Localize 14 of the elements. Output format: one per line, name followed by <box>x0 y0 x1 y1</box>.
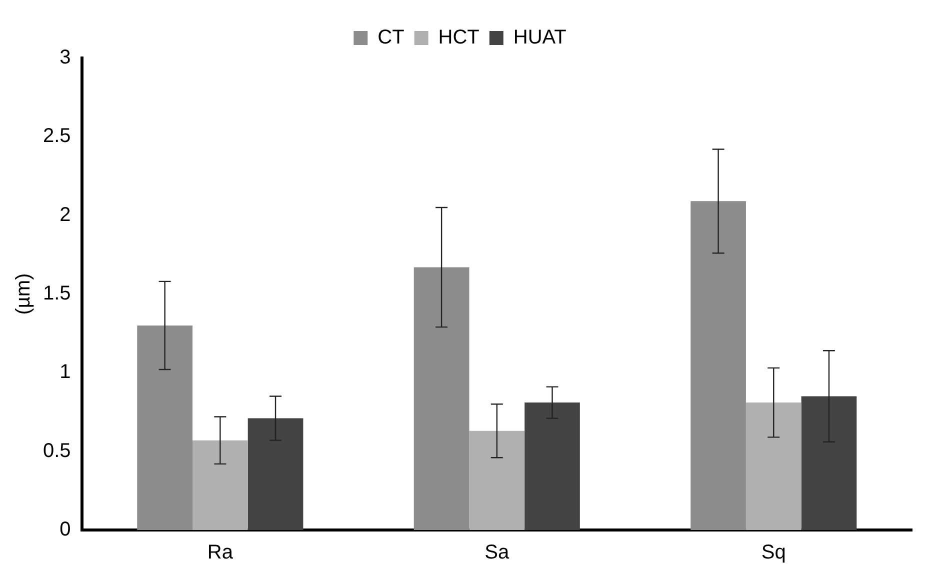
y-tick-label: 0.5 <box>42 440 71 462</box>
y-tick-label: 1.5 <box>42 282 71 305</box>
x-tick-label: Sq <box>761 542 786 564</box>
y-tick-label: 0 <box>60 518 71 541</box>
y-tick-label: 2 <box>60 204 71 226</box>
y-tick-label: 1 <box>60 361 71 384</box>
legend-label: CT <box>378 26 404 49</box>
y-tick-label: 3 <box>60 46 71 69</box>
x-tick-label: Sa <box>484 542 510 564</box>
y-axis-title: (µm) <box>12 273 35 315</box>
legend-label: HCT <box>438 26 480 49</box>
legend-label: HUAT <box>513 26 566 49</box>
y-tick-label: 2.5 <box>42 125 71 148</box>
x-tick-label: Ra <box>207 542 234 564</box>
